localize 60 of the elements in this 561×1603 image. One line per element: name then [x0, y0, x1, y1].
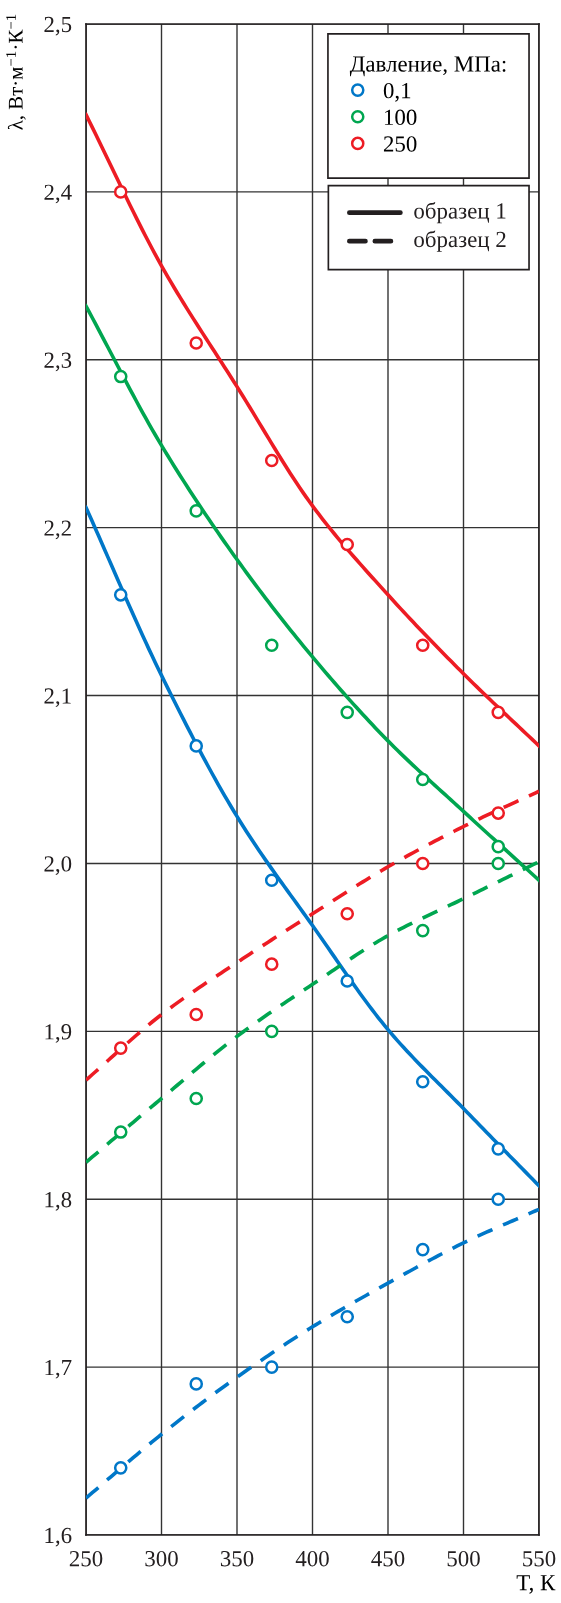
point [113, 588, 128, 602]
point [264, 1024, 279, 1039]
y-tick-label: 1,8 [45, 1191, 72, 1211]
y-tick-label: 1,6 [45, 1527, 72, 1547]
point [340, 1309, 355, 1324]
point [264, 453, 279, 468]
point [189, 1091, 204, 1106]
y-tick-label: 1,9 [45, 1024, 72, 1043]
point [491, 856, 506, 871]
x-tick-label: 300 [145, 1550, 178, 1567]
y-axis-title: λ, Вт·м$^{−1}$·К$^{−1}$ [6, 14, 26, 130]
point [415, 856, 430, 871]
point [113, 1461, 128, 1475]
y-tick-label: 1,7 [45, 1359, 72, 1379]
point [491, 806, 506, 820]
x-tick-label: 400 [295, 1550, 329, 1567]
y-tick-label: 2,2 [44, 520, 71, 540]
point [491, 839, 506, 854]
point [415, 923, 430, 938]
legend-title: Давление, МПа: [349, 56, 506, 77]
point [189, 1377, 204, 1391]
point [264, 873, 279, 888]
point [113, 1041, 128, 1055]
annotation: образец 2 [414, 230, 506, 252]
legend-label: 100 [384, 109, 417, 126]
y-tick-label: 2,4 [44, 184, 72, 204]
y-tick-label: 2,0 [44, 856, 72, 875]
point [340, 974, 355, 988]
point [415, 1242, 430, 1257]
point [415, 772, 430, 787]
x-tick-label: 250 [69, 1550, 103, 1567]
point [491, 705, 506, 720]
x-tick-label: 350 [220, 1550, 254, 1567]
x-tick-label: 450 [371, 1550, 405, 1567]
point [189, 336, 204, 350]
point [113, 369, 128, 384]
point [340, 537, 355, 552]
point [113, 185, 128, 199]
point [189, 739, 204, 753]
x-tick-label: 550 [523, 1550, 556, 1567]
point [415, 638, 430, 652]
point [113, 1125, 128, 1139]
point [264, 1360, 279, 1374]
point [264, 638, 279, 652]
legend-label: 250 [383, 136, 417, 152]
y-tick-label: 2,1 [44, 688, 71, 708]
point [491, 1142, 506, 1156]
x-axis-title: T, К [516, 1575, 556, 1594]
x-tick-label: 500 [447, 1550, 480, 1567]
point [340, 907, 355, 921]
y-tick-label: 2,3 [44, 352, 72, 372]
point [189, 1007, 204, 1022]
y-tick-label: 2,5 [44, 16, 72, 36]
point [491, 1192, 506, 1207]
point [340, 705, 355, 720]
point [415, 1074, 430, 1089]
annotation: образец 1 [414, 202, 506, 224]
legend-label: 0,1 [383, 82, 411, 102]
point [264, 957, 279, 971]
point [189, 504, 204, 518]
